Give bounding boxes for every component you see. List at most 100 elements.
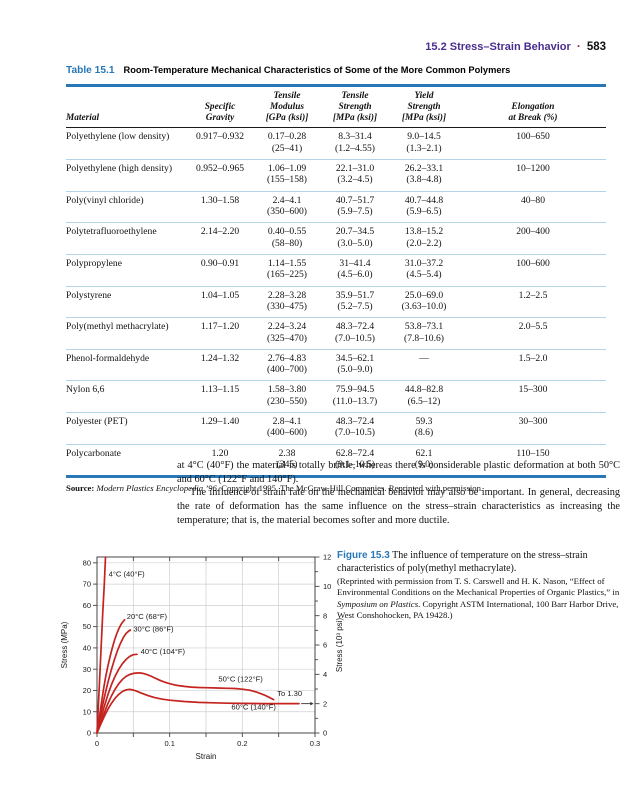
stress-strain-curve [96, 618, 126, 734]
table-cell: Polytetrafluoroethylene [66, 222, 188, 255]
table-cell: 31–41.4 (4.5–6.0) [322, 253, 388, 287]
table-cell: 34.5–62.1 (5.0–9.0) [322, 348, 388, 381]
table-cell: Polystyrene [66, 285, 188, 318]
table-15-1-block: Table 15.1 Room-Temperature Mechanical Ch… [66, 60, 606, 493]
column-header: Tensile Modulus [GPa (ksi)] [252, 85, 322, 129]
table-row: Poly(vinyl chloride) 1.30–1.58 2.4–4.1 (35… [66, 190, 606, 223]
right-tick-label: 6 [323, 641, 327, 650]
table-cell: 2.14–2.20 [188, 222, 252, 255]
table-title: Room-Temperature Mechanical Characterist… [123, 65, 511, 75]
right-tick-label: 2 [323, 699, 327, 708]
figure-credit: (Reprinted with permission from T. S. Ca… [337, 576, 628, 621]
right-tick-label: 0 [323, 729, 327, 738]
column-header: Elongation at Break (%) [460, 85, 606, 129]
table-cell: Polyethylene (low density) [66, 131, 170, 143]
figure-caption-text: Figure 15.3 The influence of temperature… [337, 549, 628, 575]
curve-label: 50°C (122°F) [218, 675, 263, 684]
table-cell: 0.17–0.28 (25–41) [267, 131, 307, 154]
table-row: Phenol-formaldehyde 1.24–1.32 2.76–4.83 (4… [66, 348, 606, 381]
right-tick-label: 10 [323, 582, 331, 591]
table-cell: 48.3–72.4 (7.0–10.5) [322, 412, 388, 445]
table-cell: 35.9–51.7 (5.2–7.5) [322, 285, 388, 318]
table-cell: 1.58–3.80 (230–550) [252, 380, 322, 413]
curve-label: 60°C (140°F) [231, 703, 276, 712]
stress-strain-curve [96, 672, 275, 734]
figure-caption: Figure 15.3 The influence of temperature… [337, 549, 628, 621]
table-cell: 26.2–33.1 (3.8–4.8) [388, 159, 460, 192]
table-cell: 200–400 [460, 222, 606, 255]
table-cell: 48.3–72.4 (7.0–10.5) [322, 317, 388, 350]
curve-label: 40°C (104°F) [141, 647, 186, 656]
table-cell: 0.90–0.91 [188, 253, 252, 287]
y-axis-title-left: Stress (MPa) [60, 621, 69, 668]
annotation-to-1-30: To 1.30 [277, 689, 302, 698]
table-cell: 44.8–82.8 (6.5–12) [388, 380, 460, 413]
left-tick-label: 70 [83, 580, 91, 589]
left-tick-label: 60 [83, 601, 91, 610]
table-cell: 1.04–1.05 [188, 285, 252, 318]
section-title: 15.2 Stress–Strain Behavior [425, 41, 571, 53]
table-row: Polyethylene (high density) 0.952–0.965 1.… [66, 159, 606, 192]
x-tick-label: 0.1 [164, 739, 174, 748]
left-tick-label: 20 [83, 686, 91, 695]
table-cell: Poly(methyl methacrylate) [66, 317, 188, 350]
column-header: Material [66, 85, 188, 129]
paragraph-strain-rate: The influence of strain rate on the mech… [177, 487, 620, 526]
table-cell: 1.2–2.5 [460, 285, 606, 318]
table-cell: 2.38 (345) [252, 443, 322, 477]
column-header: Specific Gravity [188, 85, 252, 129]
table-cell: 2.0–5.5 [460, 317, 606, 350]
table-label: Table 15.1 [66, 65, 115, 76]
left-tick-label: 0 [87, 729, 91, 738]
source-rest: Copyright 1995, The McGraw-Hill Companie… [219, 483, 484, 494]
left-tick-label: 40 [83, 644, 91, 653]
right-tick-label: 8 [323, 611, 327, 620]
table-cell: 59.3 (8.6) [388, 412, 460, 445]
column-header: Tensile Strength [MPa (ksi)] [322, 85, 388, 129]
table-cell: 2.76–4.83 (400–700) [252, 348, 322, 381]
table-cell: 75.9–94.5 (11.0–13.7) [322, 380, 388, 413]
table-cell: 0.952–0.965 [188, 159, 252, 192]
table-head: Material Specific Gravity Tensile Modulus … [66, 85, 606, 129]
table-cell: Nylon 6,6 [66, 380, 188, 413]
right-tick-label: 12 [323, 553, 331, 562]
table-cell: 40.7–44.8 (5.9–6.5) [388, 190, 460, 223]
stress-strain-curve [96, 556, 107, 734]
table-cell: 1.06–1.09 (155–158) [252, 159, 322, 192]
table-cell: 1.24–1.32 [188, 348, 252, 381]
credit-part-3: . Copyright ASTM International, 100 Barr… [337, 598, 619, 620]
table-cell: 1.29–1.40 [188, 412, 252, 445]
figure-caption-body: The influence of temperature on the stre… [337, 550, 588, 574]
table-cell: Polyester (PET) [66, 412, 188, 445]
left-tick-label: 10 [83, 707, 91, 716]
x-axis-title: Strain [196, 752, 217, 761]
table-row: Poly(methyl methacrylate) 1.17–1.20 2.24–3… [66, 317, 606, 350]
table-cell: 110–150 [460, 443, 606, 477]
table-cell: 1.14–1.55 (165–225) [252, 253, 322, 287]
table-cell: 1.13–1.15 [188, 380, 252, 413]
polymer-properties-table: Material Specific Gravity Tensile Modulus … [66, 84, 606, 479]
table-cell: 8.3–31.4 (1.2–4.55) [335, 131, 375, 154]
table-body: Polyethylene (low density) 0.917–0.932 0.1… [66, 128, 606, 477]
right-tick-label: 4 [323, 670, 327, 679]
left-tick-label: 50 [83, 622, 91, 631]
stress-strain-curve [96, 688, 300, 734]
y-axis-title-right: Stress (10³ psi) [335, 618, 344, 673]
separator-dot: · [576, 39, 581, 53]
table-cell: 1.17–1.20 [188, 317, 252, 350]
table-cell: 22.1–31.0 (3.2–4.5) [322, 159, 388, 192]
table-cell: Phenol-formaldehyde [66, 348, 188, 381]
table-cell: 20.7–34.5 (3.0–5.0) [322, 222, 388, 255]
table-cell: 2.24–3.24 (325–470) [252, 317, 322, 350]
x-tick-label: 0 [95, 739, 99, 748]
header-row: Material Specific Gravity Tensile Modulus … [66, 85, 606, 129]
stress-strain-chart: 0 10 20 30 40 50 60 70 80 0 0.1 0.2 0.3 0 2 4 6 8 10 12 Stre… [50, 546, 350, 778]
table-cell: 40.7–51.7 (5.9–7.5) [322, 190, 388, 223]
curve-label: 4°C (40°F) [109, 570, 146, 579]
running-head: 15.2 Stress–Strain Behavior · 583 [0, 39, 606, 53]
table-cell: 15–300 [460, 380, 606, 413]
table-cell: 1.30–1.58 [188, 190, 252, 223]
table-row: Polyester (PET) 1.29–1.40 2.8–4.1 (400–600… [66, 412, 606, 445]
stress-strain-curve [96, 653, 138, 734]
